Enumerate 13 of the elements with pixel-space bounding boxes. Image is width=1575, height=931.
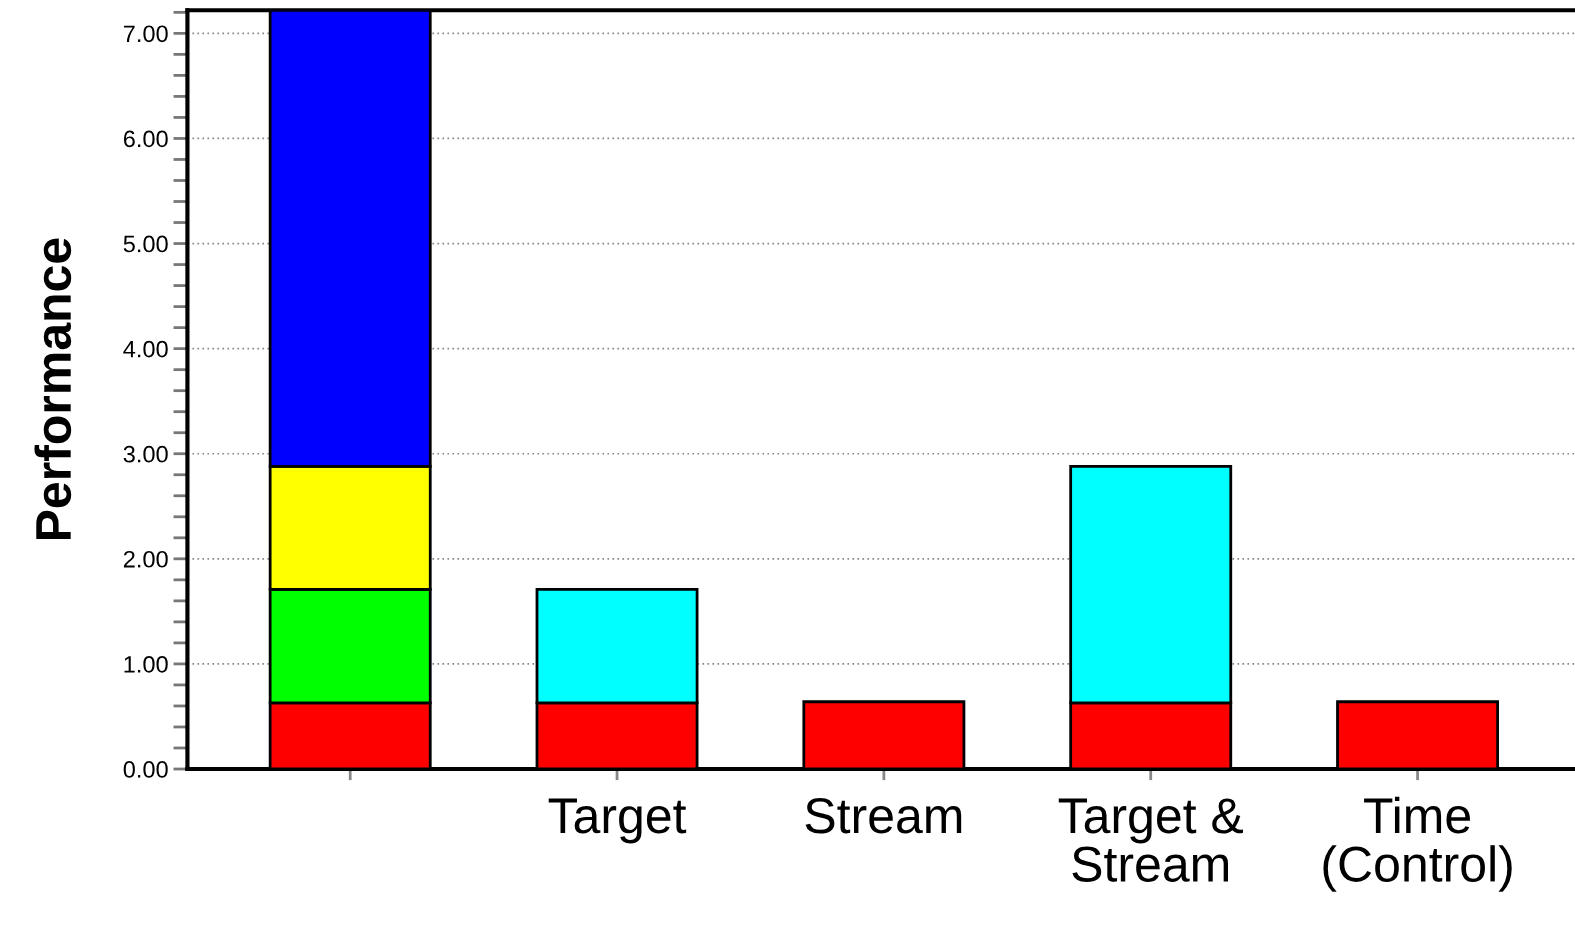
y-axis-title: Performance (34, 238, 72, 540)
x-tick-label: Time (Control) (1323, 796, 1512, 892)
y-tick-label: 6.00 (123, 130, 168, 148)
y-tick-label: 7.00 (123, 25, 168, 43)
x-tick-label: Stream (805, 798, 962, 834)
y-tick-label: 1.00 (124, 655, 168, 673)
y-tick-label: 5.00 (123, 235, 168, 253)
y-tick-label: 0.00 (123, 761, 168, 778)
y-tick-label: 4.00 (123, 340, 168, 358)
x-tick-label: Target & Stream (1058, 798, 1244, 882)
x-tick-label: Target (548, 798, 687, 844)
y-tick-label: 2.00 (123, 550, 168, 568)
y-tick-label: 3.00 (123, 445, 168, 463)
